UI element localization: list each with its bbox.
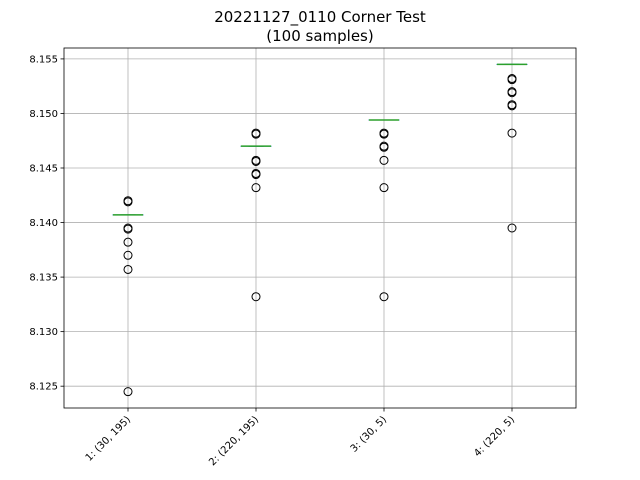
boxes bbox=[112, 63, 528, 397]
chart-subtitle: (100 samples) bbox=[266, 27, 373, 45]
grid bbox=[64, 48, 576, 408]
y-tick-label: 8.135 bbox=[29, 273, 58, 284]
outlier-point bbox=[379, 129, 389, 139]
y-tick-label: 8.140 bbox=[29, 218, 58, 229]
outlier-point bbox=[123, 197, 133, 207]
x-tick-label: 3: (30, 5) bbox=[349, 414, 389, 454]
outlier-point bbox=[507, 223, 517, 233]
outlier-point bbox=[379, 292, 389, 302]
y-tick-label: 8.130 bbox=[29, 327, 58, 338]
x-tick-label: 2: (220, 195) bbox=[207, 414, 261, 468]
outlier-point bbox=[507, 88, 517, 98]
x-axis: 1: (30, 195) 2: (220, 195) 3: (30, 5) 4: (2… bbox=[84, 408, 517, 468]
outlier-point bbox=[251, 129, 261, 139]
y-tick-label: 8.125 bbox=[29, 382, 58, 393]
outlier-point bbox=[379, 142, 389, 152]
outlier-point bbox=[123, 237, 133, 247]
outlier-point bbox=[251, 292, 261, 302]
plot-frame bbox=[63, 47, 577, 409]
outlier-point bbox=[251, 156, 261, 166]
x-tick-label: 1: (30, 195) bbox=[84, 414, 133, 463]
outlier-point bbox=[123, 250, 133, 260]
y-axis: 8.125 8.130 8.135 8.140 8.145 8.150 8.155 bbox=[29, 54, 64, 393]
chart-title: 20221127_0110 Corner Test bbox=[214, 8, 426, 27]
x-tick-label: 4: (220, 5) bbox=[472, 414, 517, 459]
outlier-point bbox=[123, 264, 133, 274]
outlier-point bbox=[251, 183, 261, 193]
outlier-point bbox=[123, 387, 133, 397]
outlier-point bbox=[379, 155, 389, 165]
outlier-point bbox=[507, 128, 517, 138]
outlier-point bbox=[379, 183, 389, 193]
outlier-point bbox=[507, 101, 517, 111]
y-tick-label: 8.145 bbox=[29, 164, 58, 175]
outlier-point bbox=[251, 170, 261, 180]
outlier-point bbox=[123, 224, 133, 234]
outlier-point bbox=[507, 75, 517, 85]
y-tick-label: 8.150 bbox=[29, 109, 58, 120]
y-tick-label: 8.155 bbox=[29, 54, 58, 65]
